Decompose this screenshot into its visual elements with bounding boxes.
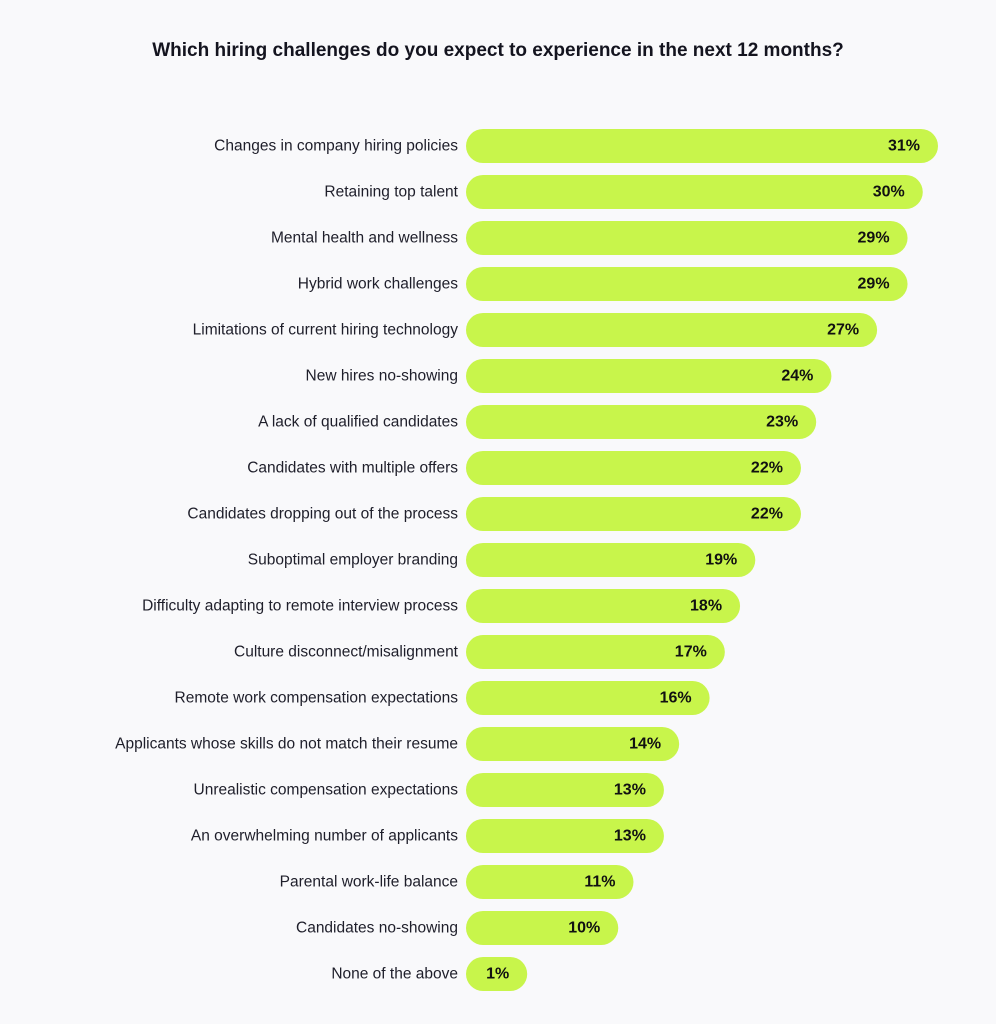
value-label: 13%	[614, 782, 646, 799]
category-label: Candidates dropping out of the process	[187, 506, 458, 523]
bar-row: A lack of qualified candidates 23%	[258, 405, 817, 439]
bar	[466, 221, 908, 255]
bar	[466, 589, 741, 623]
category-label: Culture disconnect/misalignment	[234, 644, 459, 661]
bar	[466, 313, 878, 347]
value-label: 27%	[827, 322, 859, 339]
bar	[466, 865, 634, 899]
chart-title: Which hiring challenges do you expect to…	[152, 40, 844, 61]
bar	[466, 911, 619, 945]
bar	[466, 543, 756, 577]
bar-row: Culture disconnect/misalignment 17%	[234, 635, 725, 669]
value-label: 19%	[705, 552, 737, 569]
value-label: 14%	[629, 736, 661, 753]
category-label: Suboptimal employer branding	[248, 552, 458, 569]
bar-row: Limitations of current hiring technology…	[193, 313, 878, 347]
category-label: Remote work compensation expectations	[175, 690, 459, 707]
bar-row: Mental health and wellness 29%	[271, 221, 908, 255]
bar	[466, 727, 680, 761]
bar	[466, 681, 710, 715]
category-label: None of the above	[331, 966, 458, 983]
bar-row: None of the above 1%	[331, 957, 528, 991]
bar-row: Applicants whose skills do not match the…	[115, 727, 680, 761]
bar	[466, 129, 938, 163]
bar-row: Hybrid work challenges 29%	[298, 267, 908, 301]
bar	[466, 359, 832, 393]
value-label: 22%	[751, 506, 783, 523]
category-label: Candidates no-showing	[296, 920, 458, 937]
bar-row: Retaining top talent 30%	[324, 175, 923, 209]
category-label: A lack of qualified candidates	[258, 414, 458, 431]
value-label: 13%	[614, 828, 646, 845]
bar-row: Parental work-life balance 11%	[280, 865, 634, 899]
bar	[466, 635, 725, 669]
value-label: 18%	[690, 598, 722, 615]
value-label: 16%	[660, 690, 692, 707]
bar	[466, 773, 664, 807]
bar-row: An overwhelming number of applicants 13%	[191, 819, 664, 853]
bar	[466, 267, 908, 301]
category-label: Parental work-life balance	[280, 874, 458, 891]
value-label: 29%	[858, 230, 890, 247]
value-label: 22%	[751, 460, 783, 477]
value-label: 29%	[858, 276, 890, 293]
bar	[466, 497, 801, 531]
category-label: Changes in company hiring policies	[214, 138, 458, 155]
bar	[466, 957, 528, 991]
bars-group: Changes in company hiring policies 31% Ret…	[115, 129, 938, 991]
bar-row: New hires no-showing 24%	[306, 359, 832, 393]
bar-row: Candidates no-showing 10%	[296, 911, 619, 945]
value-label: 24%	[781, 368, 813, 385]
category-label: Limitations of current hiring technology	[193, 322, 459, 339]
category-label: New hires no-showing	[306, 368, 459, 385]
value-label: 17%	[675, 644, 707, 661]
bar-row: Remote work compensation expectations 16%	[175, 681, 710, 715]
bar-row: Suboptimal employer branding 19%	[248, 543, 756, 577]
value-label: 11%	[584, 874, 615, 891]
category-label: Hybrid work challenges	[298, 276, 458, 293]
value-label: 1%	[486, 966, 509, 983]
bar-row: Difficulty adapting to remote interview …	[142, 589, 741, 623]
category-label: Applicants whose skills do not match the…	[115, 736, 458, 753]
category-label: Candidates with multiple offers	[247, 460, 458, 477]
value-label: 23%	[766, 414, 798, 431]
bar-row: Unrealistic compensation expectations 13%	[194, 773, 664, 807]
category-label: Unrealistic compensation expectations	[194, 782, 459, 799]
category-label: Retaining top talent	[324, 184, 458, 201]
value-label: 10%	[568, 920, 600, 937]
bar-row: Candidates with multiple offers 22%	[247, 451, 801, 485]
category-label: Mental health and wellness	[271, 230, 458, 247]
bar-row: Candidates dropping out of the process 22…	[187, 497, 801, 531]
bar	[466, 405, 817, 439]
bar-row: Changes in company hiring policies 31%	[214, 129, 938, 163]
value-label: 30%	[873, 184, 905, 201]
category-label: An overwhelming number of applicants	[191, 828, 458, 845]
bar	[466, 451, 801, 485]
bar	[466, 819, 664, 853]
value-label: 31%	[888, 138, 920, 155]
bar	[466, 175, 923, 209]
category-label: Difficulty adapting to remote interview …	[142, 598, 458, 615]
